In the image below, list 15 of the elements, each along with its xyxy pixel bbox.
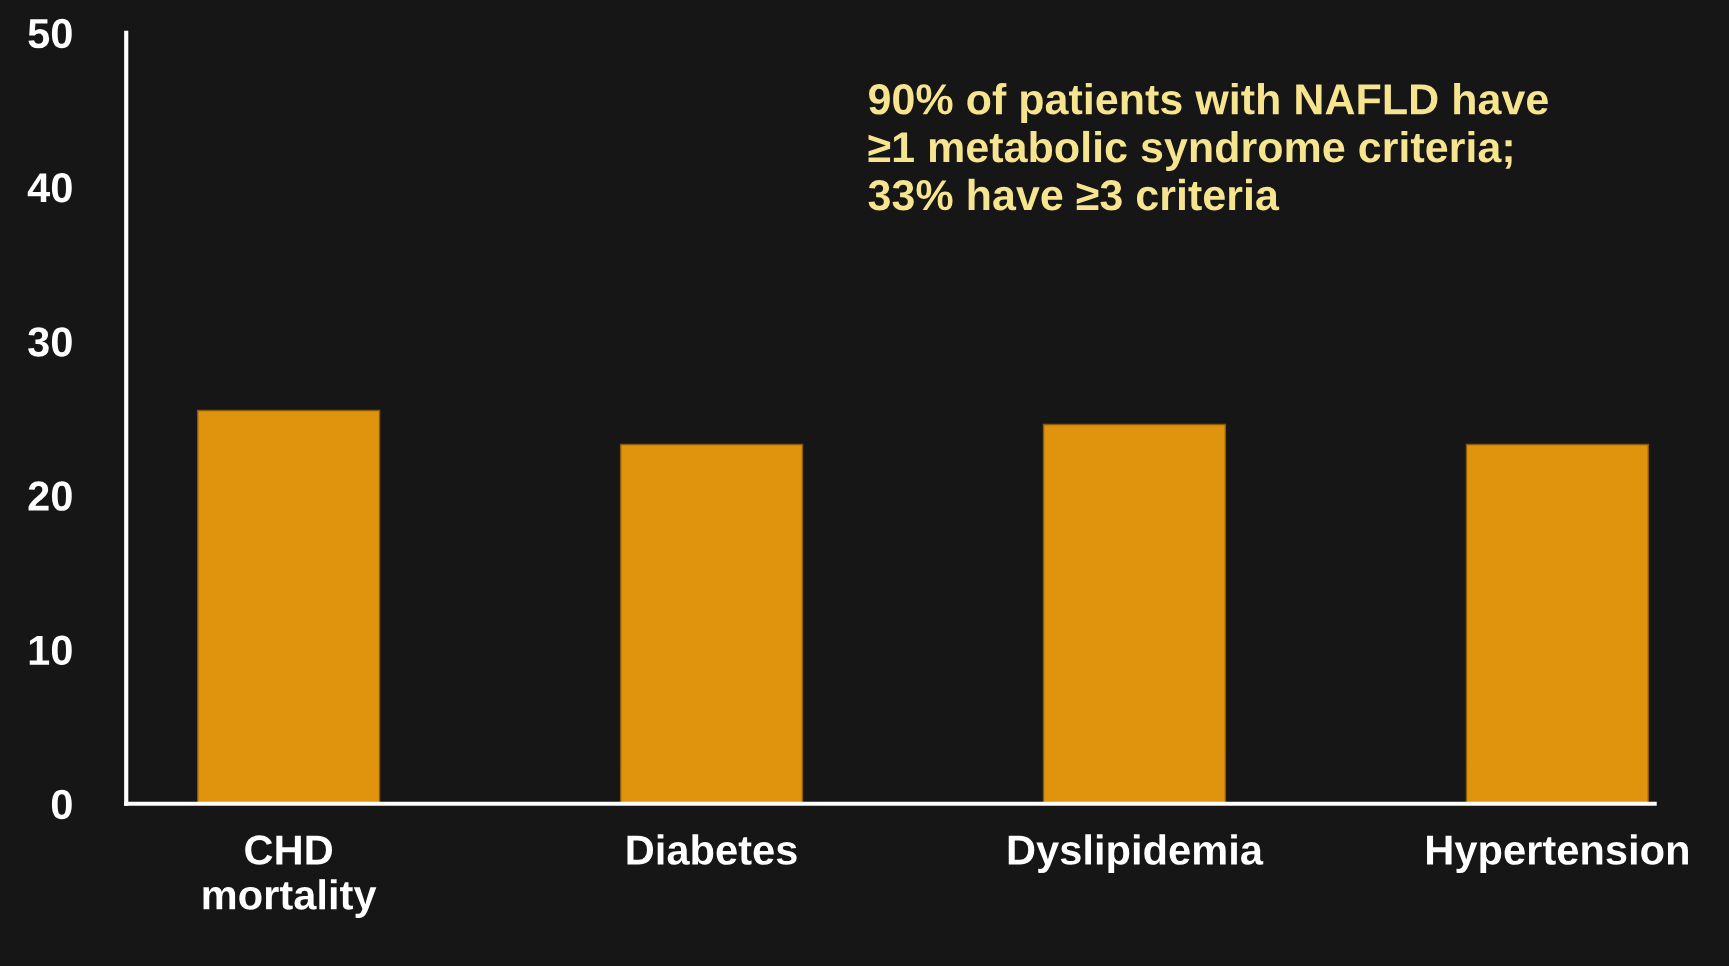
bar xyxy=(1042,423,1227,804)
x-tick-label: CHD mortality xyxy=(203,835,377,918)
y-tick-label: 40 xyxy=(27,173,72,203)
x-tick-label: Dyslipidemia xyxy=(1008,834,1264,874)
y-tick-label: 50 xyxy=(28,18,72,49)
x-tick-label: Hypertension xyxy=(1427,834,1688,874)
y-tick-label: 30 xyxy=(28,327,72,357)
y-tick-label: 0 xyxy=(51,789,72,820)
y-tick-label: 10 xyxy=(29,635,72,666)
bar xyxy=(196,409,381,804)
annotation: 90% of patients with NAFLD have ≥1 metabolic syndrome criteria; 33% have ≥3 criteria xyxy=(868,82,1548,211)
y-tick-label: 20 xyxy=(28,481,72,511)
x-tick-label: Diabetes xyxy=(627,834,797,865)
bar xyxy=(619,443,804,804)
bar xyxy=(1465,443,1650,804)
